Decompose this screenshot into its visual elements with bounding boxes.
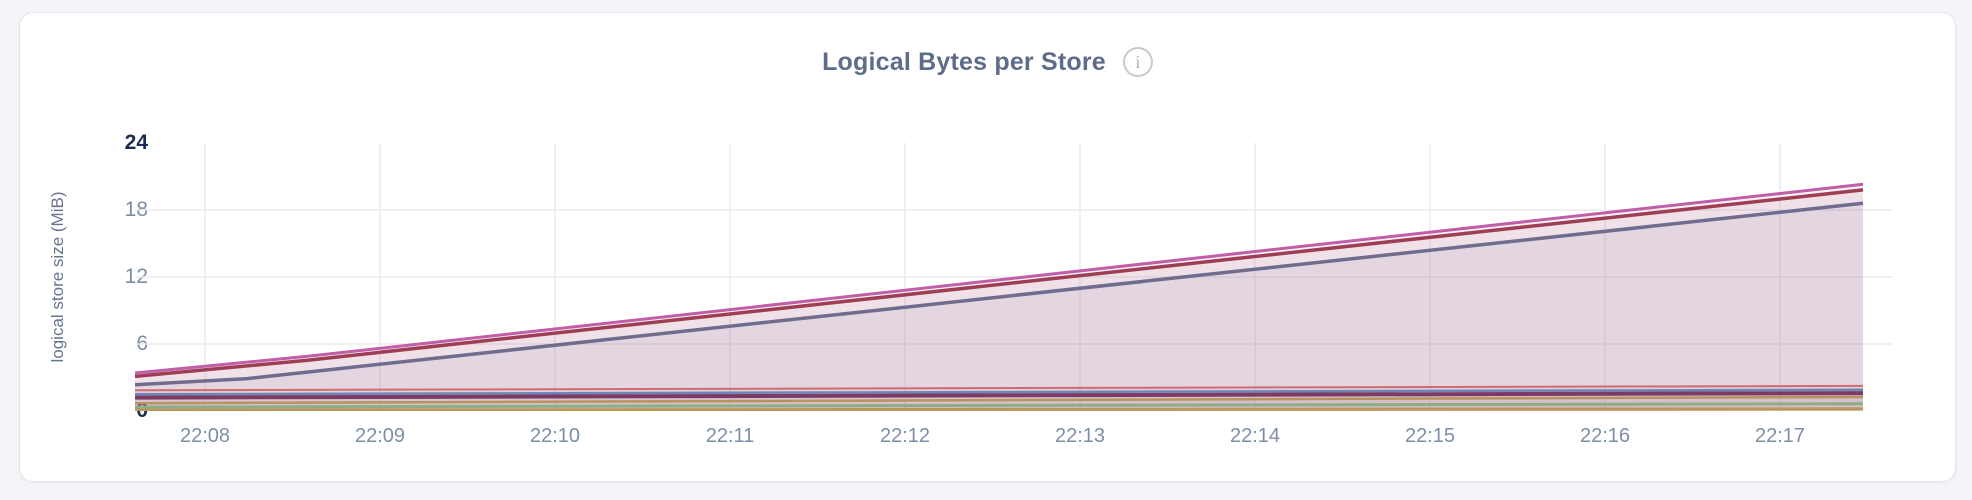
- chart-plot-area[interactable]: [135, 143, 1905, 411]
- x-tick-label: 22:14: [1229, 425, 1281, 447]
- x-tick-label: 22:16: [1579, 425, 1631, 447]
- x-tick-label: 22:12: [879, 425, 931, 447]
- series-area-store-rising-3: [135, 203, 1863, 411]
- x-tick-label: 22:11: [705, 425, 755, 447]
- series-line-store-flat-3: [135, 391, 1864, 400]
- series-line-store-rising-1: [135, 182, 1864, 375]
- series-line-store-flat-4: [135, 395, 1864, 405]
- series-line-store-rising-3: [135, 201, 1864, 387]
- x-tick-label: 22:13: [1054, 425, 1106, 447]
- series-line-store-flat-1: [135, 384, 1864, 392]
- series-line-store-flat-2: [135, 388, 1864, 396]
- series-area-store-rising-2: [135, 189, 1863, 411]
- x-tick-label: 22:08: [179, 425, 231, 447]
- info-icon-glyph: i: [1135, 51, 1141, 72]
- chart-title: Logical Bytes per Store: [822, 47, 1106, 76]
- info-icon[interactable]: i: [1122, 47, 1153, 77]
- x-tick-label: 22:10: [529, 425, 581, 447]
- series-line-store-flat-5: [135, 402, 1864, 409]
- chart-header: Logical Bytes per Store i: [19, 44, 1956, 80]
- x-tick-label: 22:15: [1404, 425, 1456, 447]
- series-line-store-flat-6: [135, 407, 1864, 411]
- series-line-store-rising-2: [135, 188, 1864, 379]
- x-tick-label: 22:17: [1754, 425, 1806, 447]
- y-tick-label: 24: [124, 131, 148, 154]
- x-tick-label: 22:09: [354, 425, 406, 447]
